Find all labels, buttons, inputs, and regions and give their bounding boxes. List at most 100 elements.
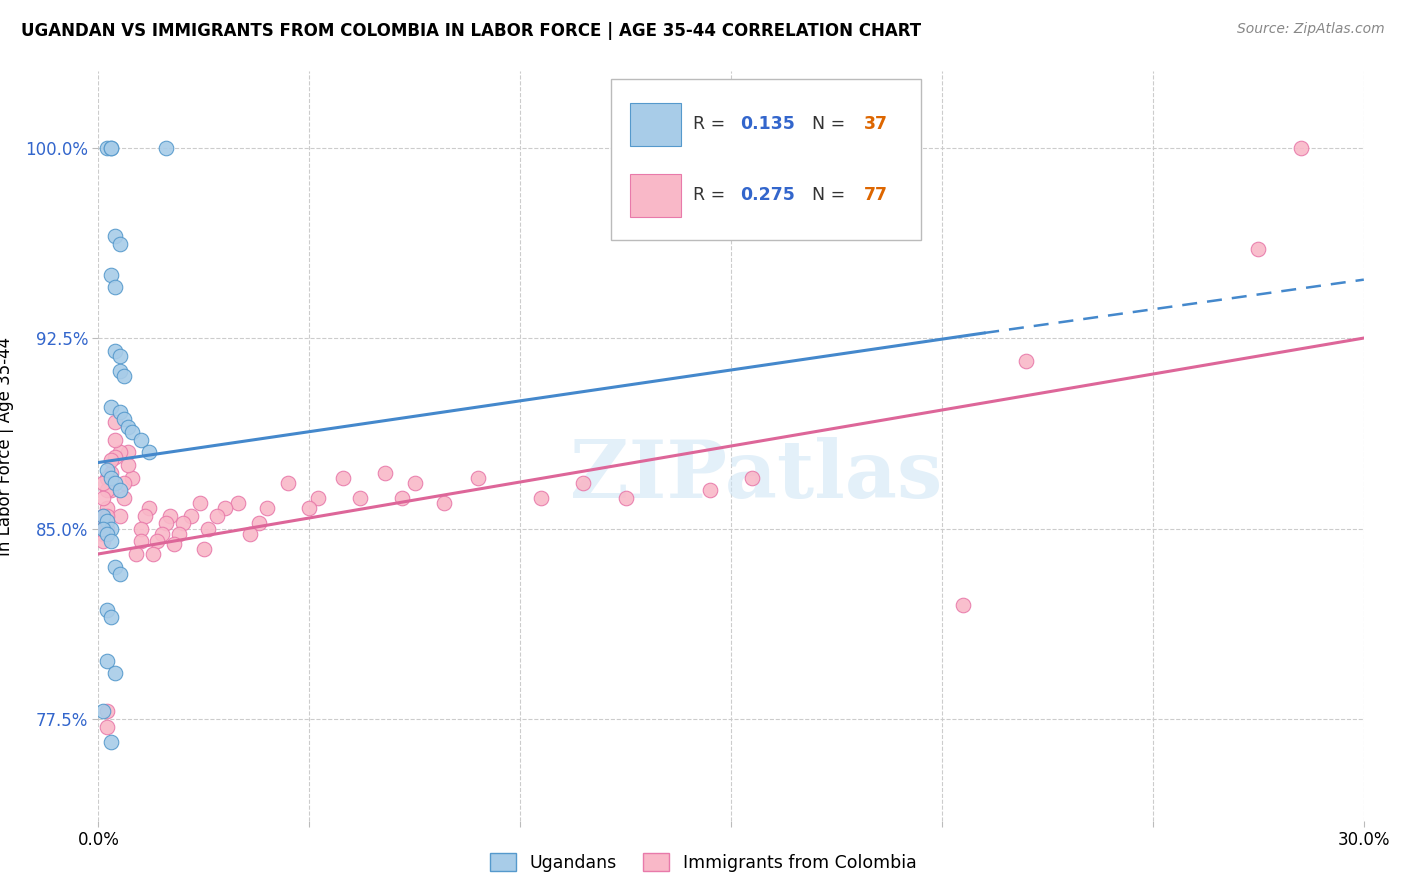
Point: [91, 508, 114, 523]
Point: [96, 471, 118, 485]
FancyBboxPatch shape: [610, 78, 921, 240]
Point: [96, 654, 118, 668]
Point: [100, 453, 122, 467]
Point: [91, 508, 114, 523]
Text: Source: ZipAtlas.com: Source: ZipAtlas.com: [1237, 22, 1385, 37]
Point: [332, 471, 354, 485]
Point: [404, 475, 426, 490]
Point: [150, 526, 173, 541]
Point: [100, 140, 122, 154]
Point: [112, 412, 135, 426]
Point: [108, 483, 131, 498]
Point: [129, 534, 152, 549]
Point: [180, 508, 202, 523]
Point: [1289, 140, 1312, 154]
Point: [155, 516, 177, 531]
Point: [104, 475, 127, 490]
Point: [100, 735, 122, 749]
Point: [298, 501, 321, 516]
Point: [91, 491, 114, 505]
Point: [614, 491, 637, 505]
Point: [1247, 242, 1270, 256]
Bar: [630, 103, 681, 146]
Point: [1015, 354, 1038, 368]
Point: [226, 496, 249, 510]
Point: [121, 425, 143, 439]
Point: [699, 483, 721, 498]
Point: [96, 720, 118, 734]
Point: [277, 475, 299, 490]
Point: [117, 420, 139, 434]
Point: [91, 705, 114, 719]
Point: [129, 433, 152, 447]
Point: [91, 475, 114, 490]
Point: [100, 140, 122, 154]
Text: R =: R =: [693, 115, 731, 133]
Point: [104, 433, 127, 447]
Point: [188, 496, 211, 510]
Text: ZIPatlas: ZIPatlas: [571, 437, 942, 515]
Point: [391, 491, 413, 505]
Y-axis label: In Labor Force | Age 35-44: In Labor Force | Age 35-44: [0, 336, 14, 556]
Point: [108, 237, 131, 252]
Point: [108, 508, 131, 523]
Point: [129, 522, 152, 536]
Text: N =: N =: [800, 115, 851, 133]
Point: [952, 598, 974, 612]
Bar: [630, 174, 681, 218]
Point: [100, 610, 122, 624]
Point: [108, 445, 131, 459]
Point: [108, 567, 131, 582]
Text: R =: R =: [693, 186, 731, 204]
Point: [433, 496, 456, 510]
Point: [205, 508, 228, 523]
Point: [134, 508, 156, 523]
Point: [172, 516, 194, 531]
Point: [100, 471, 122, 485]
Point: [159, 508, 181, 523]
Point: [121, 471, 143, 485]
Point: [100, 483, 122, 498]
Point: [96, 463, 118, 477]
Point: [146, 534, 169, 549]
Text: 0.135: 0.135: [740, 115, 794, 133]
Point: [91, 534, 114, 549]
Point: [467, 471, 489, 485]
Point: [239, 526, 262, 541]
Point: [104, 280, 127, 294]
Point: [108, 349, 131, 363]
Legend: Ugandans, Immigrants from Colombia: Ugandans, Immigrants from Colombia: [482, 847, 924, 879]
Point: [193, 541, 215, 556]
Point: [104, 666, 127, 681]
Point: [104, 229, 127, 244]
Text: 37: 37: [863, 115, 889, 133]
Point: [100, 268, 122, 282]
Point: [117, 458, 139, 472]
Point: [96, 526, 118, 541]
Point: [197, 522, 219, 536]
Point: [100, 534, 122, 549]
Text: UGANDAN VS IMMIGRANTS FROM COLOMBIA IN LABOR FORCE | AGE 35-44 CORRELATION CHART: UGANDAN VS IMMIGRANTS FROM COLOMBIA IN L…: [21, 22, 921, 40]
Point: [91, 522, 114, 536]
Point: [572, 475, 595, 490]
Point: [96, 603, 118, 617]
Point: [112, 475, 135, 490]
Text: N =: N =: [800, 186, 851, 204]
Point: [117, 445, 139, 459]
Point: [138, 445, 160, 459]
Point: [374, 466, 396, 480]
Point: [104, 415, 127, 429]
Point: [256, 501, 278, 516]
Text: 77: 77: [863, 186, 889, 204]
Point: [96, 501, 118, 516]
Point: [214, 501, 236, 516]
Point: [142, 547, 165, 561]
Point: [96, 508, 118, 523]
Point: [100, 400, 122, 414]
Point: [100, 522, 122, 536]
Point: [96, 522, 118, 536]
Point: [108, 364, 131, 378]
Point: [96, 140, 118, 154]
Point: [91, 522, 114, 536]
Point: [138, 501, 160, 516]
